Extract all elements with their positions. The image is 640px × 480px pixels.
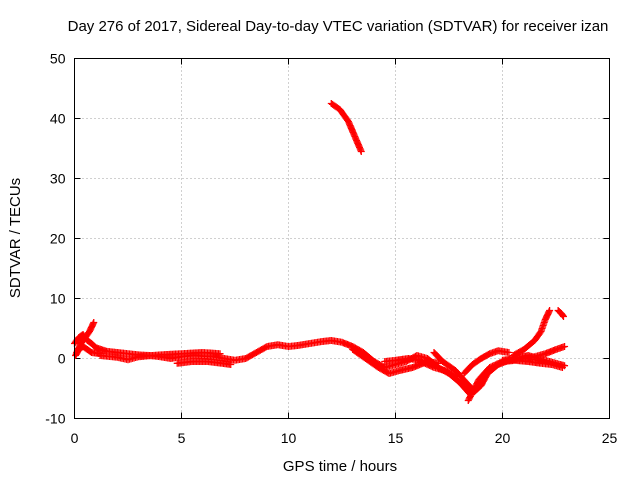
data-point (559, 312, 567, 319)
y-tick-label: 20 (50, 231, 66, 247)
plot-frame (74, 58, 610, 419)
data-point (450, 372, 458, 380)
tick-labels: 0 5 10 15 20 25 -10 0 10 20 30 40 50 (45, 51, 617, 447)
data-point (505, 349, 513, 356)
x-tick-label: 15 (388, 430, 404, 446)
y-tick-label: 10 (50, 291, 66, 307)
y-tick-label: 50 (50, 51, 66, 67)
x-tick-label: 20 (495, 430, 511, 446)
y-tick-label: -10 (45, 411, 65, 427)
data-point (90, 319, 98, 326)
data-point (561, 343, 569, 350)
y-tick-label: 30 (50, 171, 66, 187)
data-point (357, 148, 365, 155)
x-axis-title: GPS time / hours (283, 458, 397, 475)
data-point (546, 307, 554, 314)
data-marks (71, 100, 569, 404)
x-tick-label: 25 (602, 430, 618, 446)
chart-title: Day 276 of 2017, Sidereal Day-to-day VTE… (68, 18, 609, 35)
y-axis-title: SDTVAR / TECUs (7, 178, 24, 298)
data-point (216, 350, 224, 358)
x-tick-label: 10 (281, 430, 297, 446)
data-point (561, 362, 569, 370)
y-tick-label: 40 (50, 111, 66, 127)
data-point (227, 361, 235, 368)
x-tick-label: 0 (71, 430, 79, 446)
data-point (559, 313, 567, 320)
x-tick-label: 5 (178, 430, 186, 446)
y-tick-label: 0 (58, 351, 66, 367)
